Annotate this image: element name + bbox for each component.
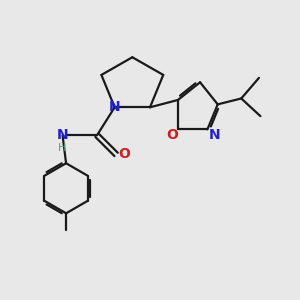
Text: N: N bbox=[57, 128, 68, 142]
Text: H: H bbox=[58, 142, 67, 153]
Text: O: O bbox=[118, 147, 130, 161]
Text: O: O bbox=[166, 128, 178, 142]
Text: N: N bbox=[109, 100, 121, 114]
Text: N: N bbox=[209, 128, 220, 142]
